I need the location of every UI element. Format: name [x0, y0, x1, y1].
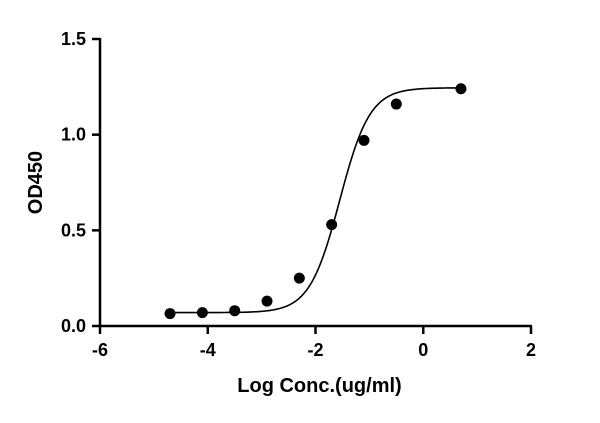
data-point: [293, 272, 305, 284]
axes: 0.0 0.5 1.0 1.5 -6 -4 -2 0 2: [61, 29, 536, 360]
data-point: [164, 308, 176, 320]
y-ticks: 0.0 0.5 1.0 1.5: [61, 29, 100, 336]
y-tick-label: 0.0: [61, 316, 86, 336]
x-ticks: -6 -4 -2 0 2: [92, 326, 536, 360]
data-point: [326, 219, 338, 231]
x-tick-label: 2: [526, 340, 536, 360]
y-tick-label: 1.5: [61, 29, 86, 49]
data-point: [196, 307, 208, 319]
x-tick-label: -4: [200, 340, 216, 360]
data-point: [455, 83, 467, 95]
data-point: [358, 134, 370, 146]
x-tick-label: -2: [307, 340, 323, 360]
y-tick-label: 0.5: [61, 220, 86, 240]
y-tick-label: 1.0: [61, 125, 86, 145]
data-point: [390, 98, 402, 110]
x-tick-label: 0: [418, 340, 428, 360]
x-axis-title: Log Conc.(ug/ml): [237, 375, 401, 397]
data-point: [261, 295, 273, 307]
data-points: [164, 83, 467, 320]
y-axis-title: OD450: [25, 151, 47, 214]
data-point: [229, 305, 241, 317]
fit-curve: [170, 87, 461, 314]
x-tick-label: -6: [92, 340, 108, 360]
